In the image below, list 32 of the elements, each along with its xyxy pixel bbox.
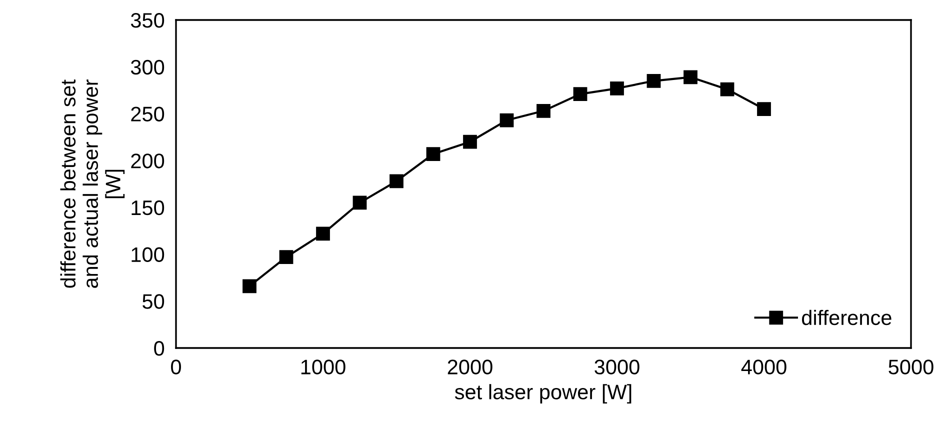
x-tick-label: 5000 xyxy=(888,360,934,374)
y-tick-label: 350 xyxy=(130,13,164,28)
y-tick-label: 200 xyxy=(131,154,164,168)
y-tick-label: 250 xyxy=(131,106,164,122)
point xyxy=(610,81,624,96)
point xyxy=(646,74,661,88)
x-tick-label: 3000 xyxy=(594,360,640,374)
x-tick-label: 1000 xyxy=(301,360,346,374)
point xyxy=(242,279,256,294)
legend-label: difference xyxy=(802,310,892,326)
point xyxy=(390,174,404,188)
point xyxy=(279,250,294,264)
y-tick-label: 300 xyxy=(130,60,164,75)
point xyxy=(426,147,440,161)
y-tick-label: 50 xyxy=(142,294,164,309)
x-tick-label: 2000 xyxy=(448,360,492,374)
x-axis-title: set laser power [W] xyxy=(454,384,632,404)
point xyxy=(757,102,771,116)
y-tick-label: 150 xyxy=(132,200,164,216)
point xyxy=(500,113,514,128)
point xyxy=(684,70,698,84)
y-tick-label: 0 xyxy=(154,341,164,356)
point xyxy=(573,87,588,101)
point xyxy=(352,196,367,210)
point xyxy=(720,82,734,96)
x-tick-label: 0 xyxy=(171,360,181,374)
x-tick-label: 4000 xyxy=(741,360,786,374)
y-tick-label: 100 xyxy=(132,247,164,262)
y-axis-title: difference between set and actual laser power [W] xyxy=(60,80,125,288)
point xyxy=(316,226,330,241)
point xyxy=(536,104,550,118)
point xyxy=(463,134,477,149)
